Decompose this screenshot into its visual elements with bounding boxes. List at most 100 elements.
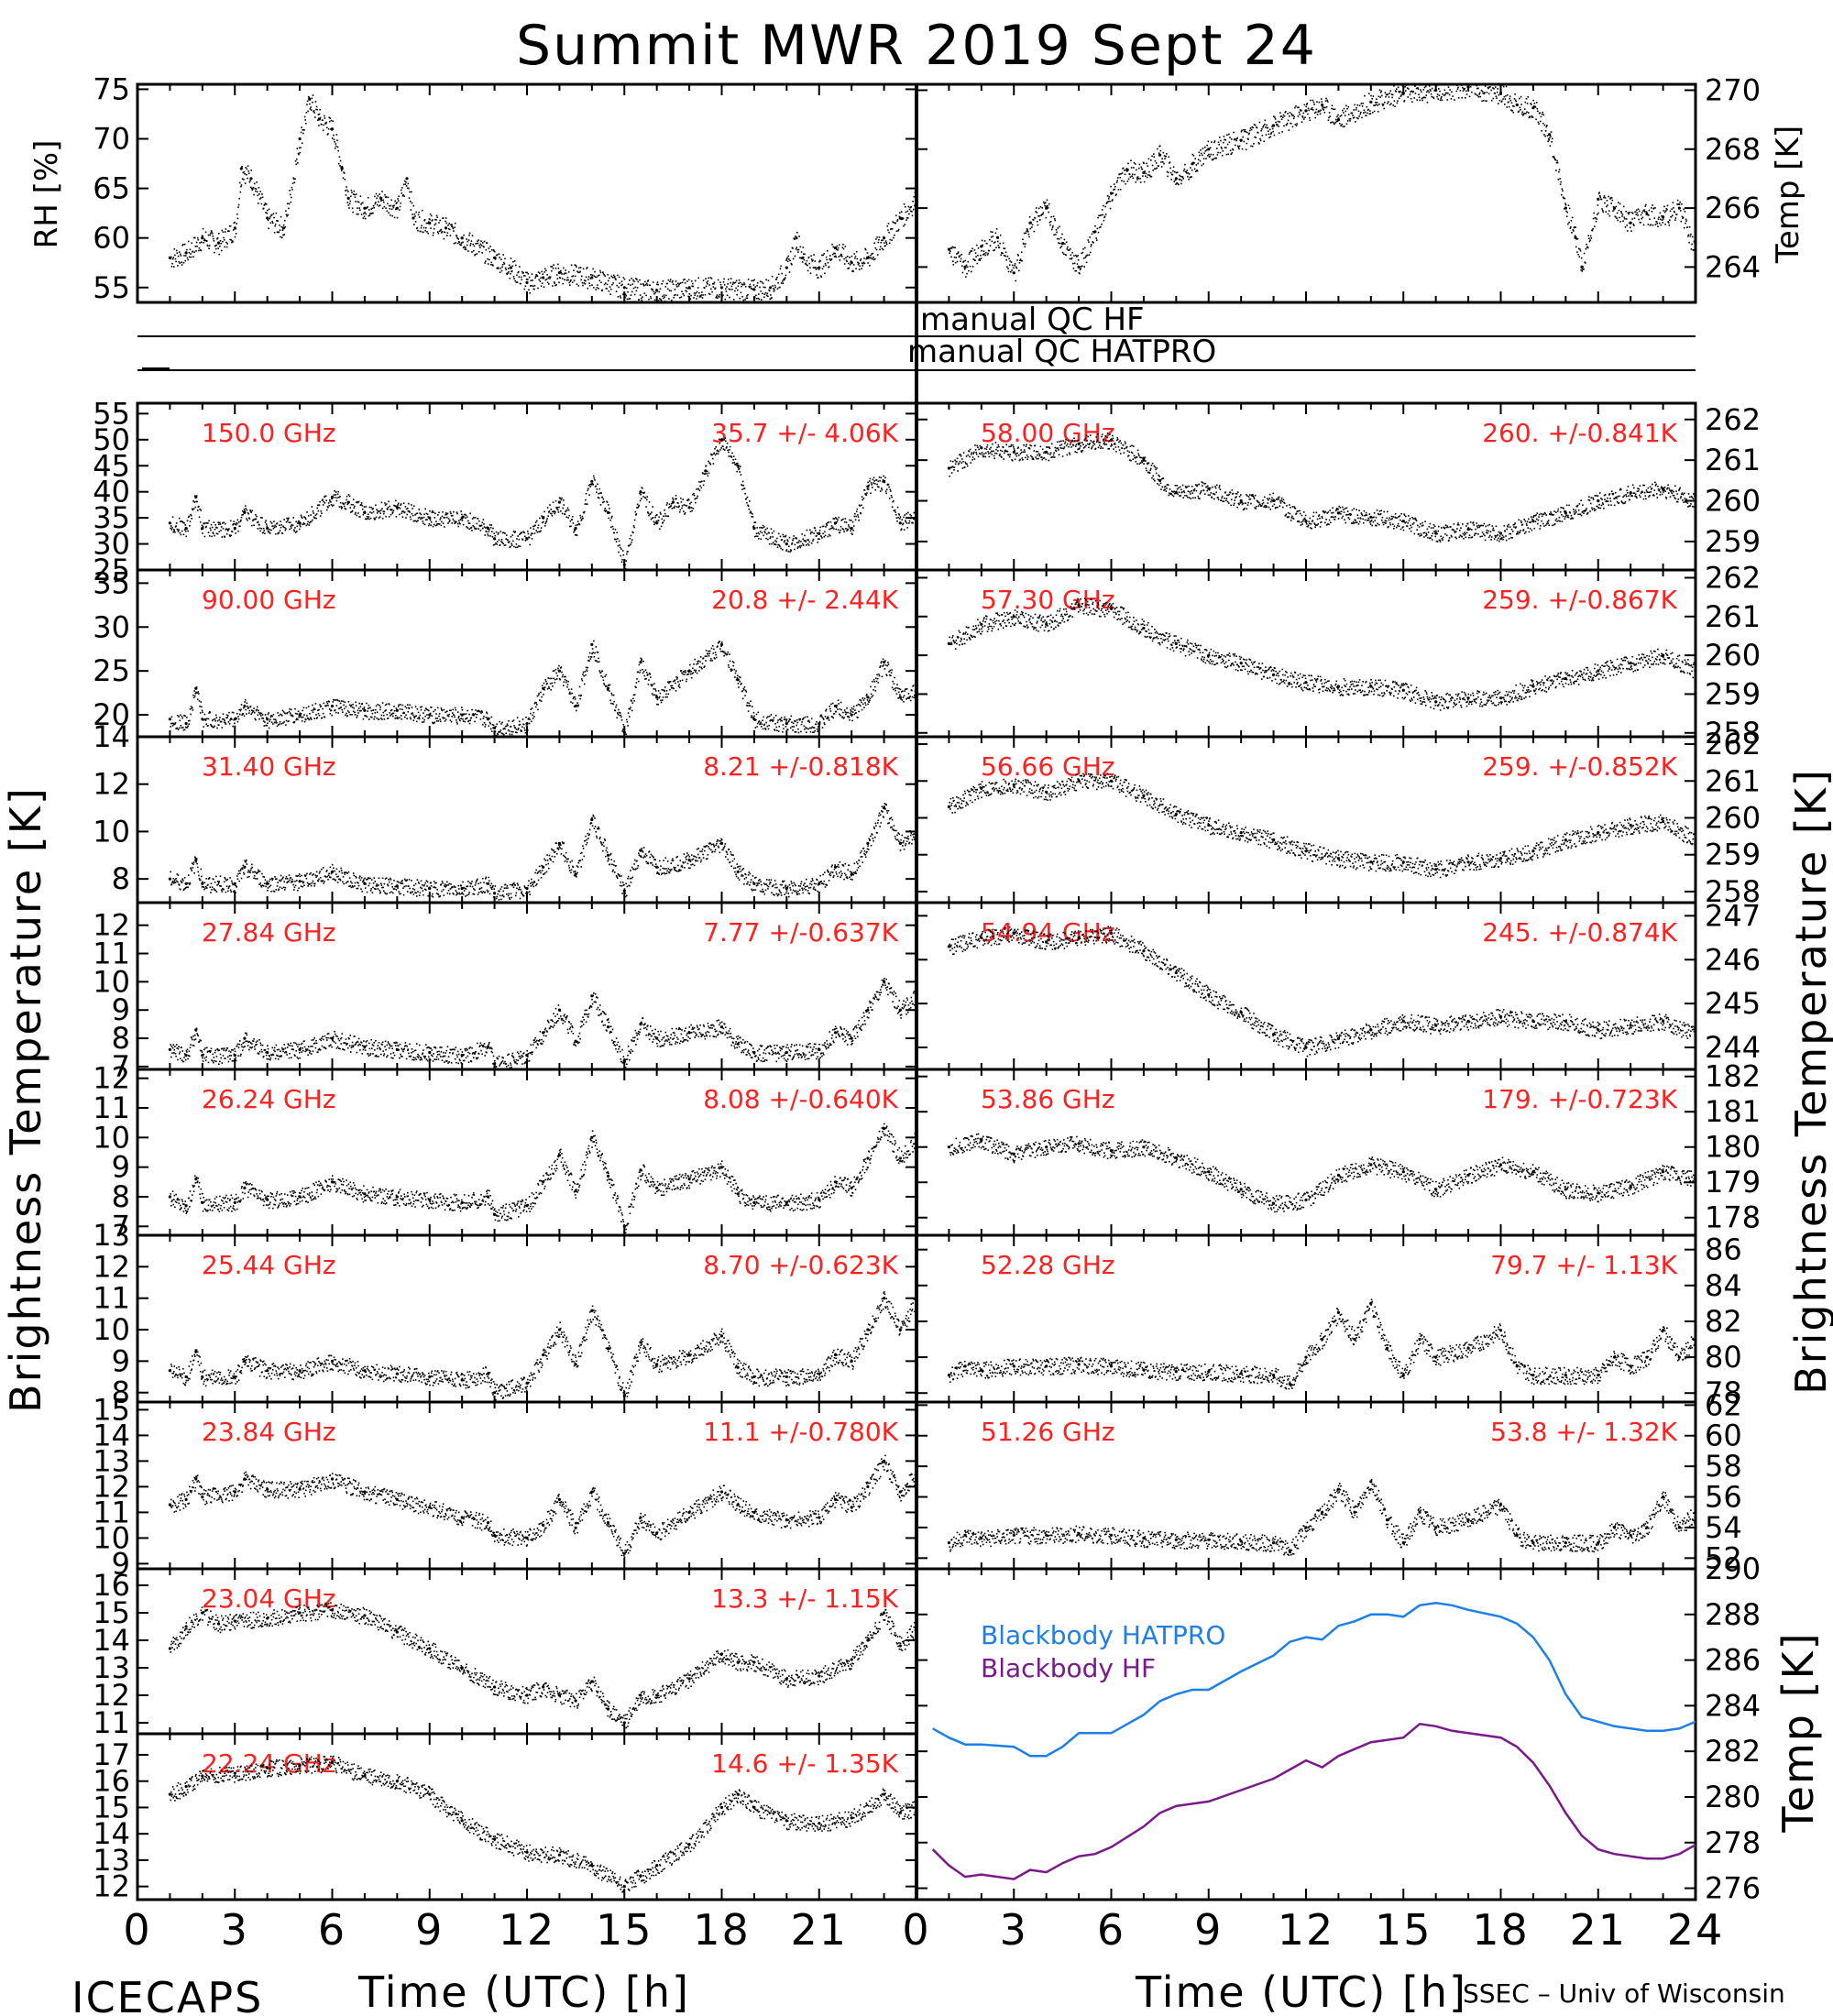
data-point: [730, 456, 733, 458]
data-point: [1202, 154, 1203, 157]
data-point: [272, 714, 275, 716]
data-point: [401, 195, 404, 197]
data-point: [764, 286, 766, 289]
data-point: [585, 492, 587, 495]
data-point: [177, 715, 179, 717]
data-point: [671, 502, 673, 505]
data-point: [208, 535, 211, 537]
data-point: [983, 253, 985, 255]
data-point: [657, 300, 660, 301]
data-point: [342, 177, 345, 179]
data-point: [245, 708, 247, 711]
data-point: [328, 701, 330, 703]
data-point: [707, 475, 709, 477]
data-point: [854, 512, 856, 515]
data-point: [226, 717, 228, 718]
data-point: [1498, 93, 1500, 96]
data-point: [389, 505, 391, 508]
data-point: [1262, 125, 1265, 127]
data-point: [1346, 108, 1348, 110]
data-point: [1498, 103, 1499, 104]
data-point: [178, 260, 180, 263]
data-point: [723, 439, 725, 441]
data-point: [258, 527, 261, 530]
data-point: [729, 445, 731, 448]
data-point: [752, 279, 754, 282]
data-point: [380, 718, 382, 719]
data-point: [541, 270, 543, 273]
data-point: [252, 710, 255, 712]
data-point: [751, 279, 752, 282]
data-point: [1663, 211, 1666, 214]
data-point: [196, 500, 198, 503]
data-point: [310, 514, 312, 516]
data-point: [547, 515, 549, 517]
data-point: [181, 520, 182, 522]
data-point: [762, 282, 764, 285]
data-point: [1261, 135, 1264, 137]
data-point: [1586, 243, 1587, 246]
data-point: [695, 498, 697, 499]
data-point: [406, 513, 408, 516]
data-point: [823, 536, 826, 538]
data-point: [281, 229, 284, 231]
data-point: [992, 236, 994, 237]
data-point: [735, 463, 738, 465]
data-point: [1348, 118, 1351, 120]
data-point: [841, 247, 844, 248]
data-point: [609, 526, 612, 529]
data-point: [186, 717, 188, 718]
data-point: [239, 709, 242, 712]
data-point: [884, 245, 886, 247]
data-point: [895, 230, 898, 233]
data-point: [906, 512, 907, 515]
data-point: [319, 515, 322, 517]
data-point: [522, 272, 524, 274]
data-point: [1280, 118, 1283, 120]
data-layer: [168, 437, 916, 570]
data-point: [1050, 215, 1052, 218]
data-point: [1301, 121, 1303, 123]
data-point: [1140, 166, 1142, 169]
data-point: [1448, 84, 1450, 86]
data-point: [856, 257, 859, 260]
data-point: [772, 536, 774, 538]
data-point: [1577, 247, 1580, 250]
data-point: [1236, 137, 1238, 139]
data-point: [438, 511, 440, 514]
data-point: [1321, 101, 1323, 103]
data-point: [222, 527, 225, 530]
data-point: [1438, 88, 1440, 90]
data-point: [849, 519, 851, 521]
data-point: [1114, 188, 1116, 191]
data-point: [225, 722, 226, 724]
data-point: [1694, 250, 1696, 254]
data-point: [272, 213, 275, 215]
data-point: [298, 521, 302, 525]
data-point: [1486, 92, 1488, 93]
data-point: [884, 242, 885, 244]
data-point: [1333, 122, 1335, 125]
data-point: [354, 711, 356, 714]
data-point: [179, 262, 181, 264]
data-point: [902, 217, 905, 220]
data-point: [818, 531, 821, 535]
data-point: [1244, 130, 1246, 133]
data-point: [1416, 99, 1418, 101]
data-point: [211, 719, 214, 722]
data-point: [686, 290, 688, 292]
data-point: [746, 501, 748, 504]
data-point: [339, 501, 342, 504]
data-point: [820, 535, 823, 538]
data-point: [1248, 132, 1250, 135]
data-point: [776, 546, 779, 548]
data-point: [377, 704, 379, 706]
data-point: [532, 532, 533, 535]
data-point: [330, 128, 332, 130]
data-point: [1653, 217, 1656, 219]
data-point: [1257, 141, 1260, 144]
data-point: [975, 244, 978, 247]
data-point: [1220, 139, 1222, 142]
data-point: [323, 702, 325, 705]
data-point: [223, 521, 225, 523]
